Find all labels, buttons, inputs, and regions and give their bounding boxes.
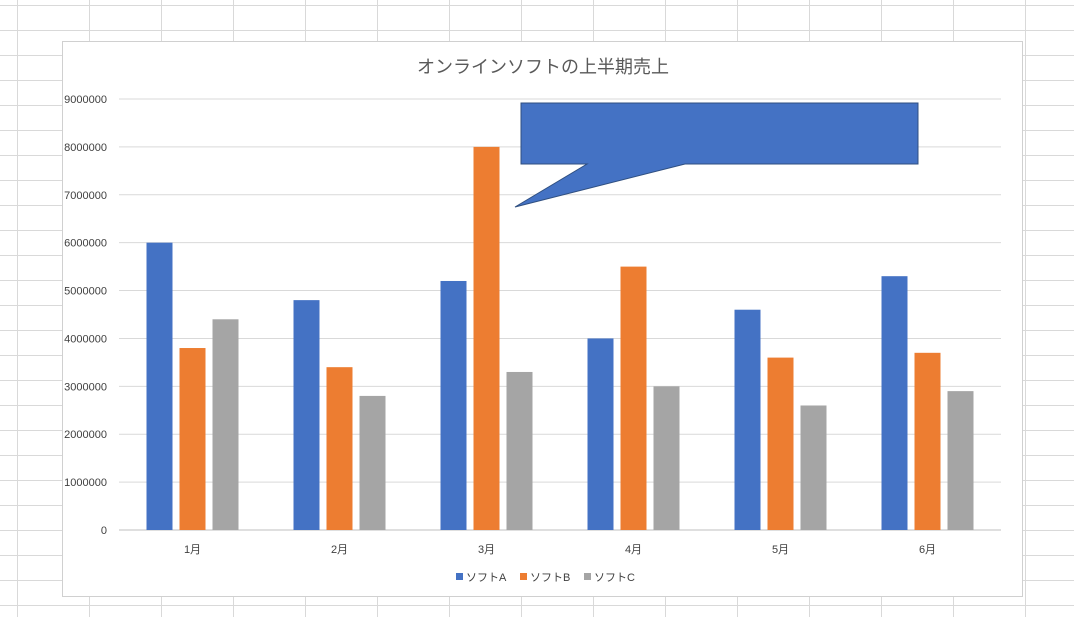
bar[interactable] [146, 242, 173, 530]
legend-swatch [520, 573, 527, 580]
speech-callout[interactable] [514, 102, 919, 208]
bar[interactable] [179, 348, 206, 530]
x-tick-label: 6月 [919, 544, 936, 556]
y-tick-label: 2000000 [64, 429, 107, 441]
chart-title: オンラインソフトの上半期売上 [417, 57, 669, 77]
bar[interactable] [881, 276, 908, 530]
bar[interactable] [440, 280, 467, 530]
bar[interactable] [326, 367, 353, 530]
bar[interactable] [293, 300, 320, 530]
legend: ソフトA ソフトB ソフトC [456, 572, 635, 584]
bars [146, 146, 974, 530]
y-tick-label: 5000000 [64, 286, 107, 298]
legend-swatch [584, 573, 591, 580]
bar[interactable] [587, 338, 614, 530]
x-tick-label: 3月 [478, 544, 495, 556]
x-axis-ticks: 1月 2月 3月 4月 5月 6月 [184, 544, 936, 556]
chart-area[interactable]: オンラインソフトの上半期売上 0 1000000 2000000 3000000 400… [62, 41, 1023, 597]
bar[interactable] [473, 146, 500, 530]
x-tick-label: 4月 [625, 544, 642, 556]
y-tick-label: 1000000 [64, 477, 107, 489]
y-tick-label: 9000000 [64, 94, 107, 106]
bar[interactable] [653, 386, 680, 530]
bar[interactable] [734, 309, 761, 530]
bar[interactable] [506, 371, 533, 530]
bar[interactable] [767, 357, 794, 530]
bar[interactable] [359, 395, 386, 530]
y-tick-label: 6000000 [64, 238, 107, 250]
legend-label: ソフトB [530, 572, 570, 584]
y-axis-ticks: 0 1000000 2000000 3000000 4000000 5000000 6000… [64, 94, 107, 537]
legend-swatch [456, 573, 463, 580]
x-tick-label: 2月 [331, 544, 348, 556]
callout-bubble[interactable] [514, 102, 919, 208]
legend-label: ソフトC [594, 572, 635, 584]
bar[interactable] [620, 266, 647, 530]
bar[interactable] [212, 319, 239, 530]
bar[interactable] [914, 352, 941, 530]
bar-chart: オンラインソフトの上半期売上 0 1000000 2000000 3000000 400… [64, 57, 1001, 584]
x-tick-label: 5月 [772, 544, 789, 556]
y-tick-label: 4000000 [64, 333, 107, 345]
bar[interactable] [800, 405, 827, 530]
y-tick-label: 8000000 [64, 142, 107, 154]
x-tick-label: 1月 [184, 544, 201, 556]
y-tick-label: 7000000 [64, 190, 107, 202]
legend-label: ソフトA [466, 572, 507, 584]
y-tick-label: 0 [101, 525, 107, 537]
bar[interactable] [947, 391, 974, 530]
y-tick-label: 3000000 [64, 381, 107, 393]
